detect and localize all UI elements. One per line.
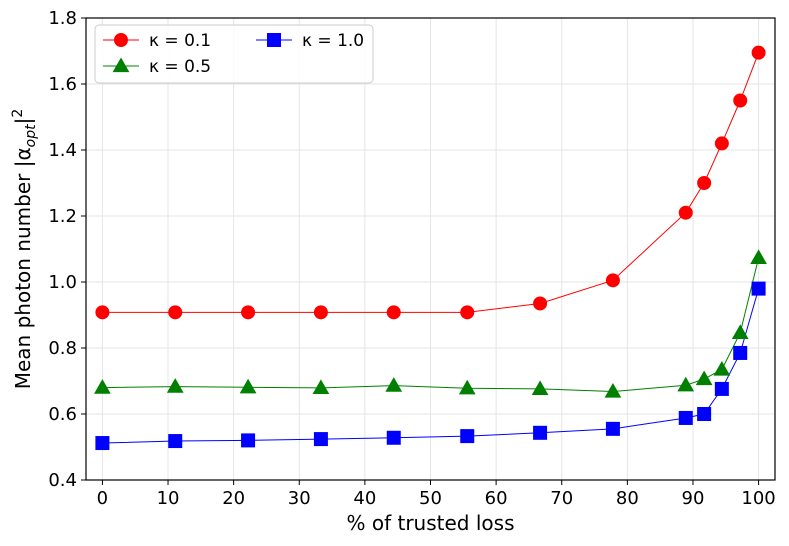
data-point-series-1 [695,370,713,386]
x-tick-label: 60 [485,488,508,509]
data-point-series-2 [678,410,693,425]
x-axis-ticks: 0 10 20 30 40 50 60 70 80 90 100 [97,480,776,509]
x-tick-label: 0 [97,488,108,509]
x-tick-label: 30 [288,488,311,509]
x-axis-label: % of trusted loss [347,511,515,535]
data-point-series-0 [95,305,110,320]
data-point-series-2 [313,432,328,447]
data-point-series-0 [460,305,475,320]
data-point-series-1 [312,379,330,395]
y-axis-label-superscript: 2 [10,109,26,118]
legend: κ = 0.1 κ = 0.5 κ = 1.0 [94,24,374,84]
data-point-series-2 [168,434,183,449]
y-axis-label-main: Mean photon number |α [11,147,35,389]
data-point-series-1 [166,378,184,393]
x-tick-label: 80 [616,488,639,509]
y-tick-label: 0.8 [48,338,77,359]
y-axis-label-tail: | [11,118,35,125]
y-axis-ticks: 0.4 0.6 0.8 1.0 1.2 1.4 1.6 1.8 [48,8,86,491]
x-tick-label: 90 [682,488,705,509]
data-point-series-0 [533,296,548,311]
data-point-series-1 [531,380,549,396]
data-point-series-1 [731,324,749,339]
data-point-series-2 [605,421,620,436]
data-point-series-0 [168,305,183,320]
data-point-series-0 [697,176,712,190]
legend-marker [112,57,130,73]
y-tick-label: 0.4 [48,470,77,491]
legend-label: κ = 0.1 [149,31,211,51]
data-point-series-2 [460,429,475,444]
series-markers [94,45,767,451]
y-tick-label: 1.8 [48,8,77,29]
data-point-series-0 [386,305,401,320]
legend-marker [114,33,128,47]
data-point-series-2 [386,430,401,445]
data-point-series-1 [604,383,622,398]
data-point-series-0 [733,93,748,108]
data-point-series-2 [241,433,256,448]
y-tick-label: 1.6 [48,74,77,95]
data-point-series-0 [714,136,729,151]
y-axis-label: Mean photon number |αopt|2 [10,109,39,390]
legend-label: κ = 1.0 [302,31,364,51]
x-tick-label: 100 [741,488,775,509]
legend-box [94,24,374,84]
x-tick-label: 40 [353,488,376,509]
x-tick-label: 20 [222,488,245,509]
data-point-series-0 [241,305,256,320]
y-tick-label: 1.2 [48,206,77,227]
data-point-series-2 [533,425,548,440]
y-tick-label: 1.0 [48,272,77,293]
data-point-series-0 [751,45,766,60]
x-tick-label: 10 [157,488,180,509]
data-point-series-1 [458,379,476,395]
data-point-series-2 [714,381,729,396]
data-point-series-2 [733,345,748,360]
y-tick-label: 0.6 [48,404,77,425]
data-point-series-2 [95,436,110,451]
gridlines [86,17,775,481]
data-point-series-0 [605,273,620,288]
data-point-series-0 [678,205,693,220]
data-point-series-1 [94,379,111,394]
legend-label: κ = 0.5 [149,57,211,77]
data-point-series-1 [677,376,695,392]
data-point-series-2 [697,407,712,421]
x-tick-label: 50 [419,488,442,509]
y-axis-label-subscript: opt [23,124,39,147]
y-tick-label: 1.4 [48,140,77,161]
data-point-series-1 [713,360,731,376]
data-point-series-1 [239,378,257,394]
data-point-series-2 [751,281,766,296]
data-point-series-1 [750,249,767,265]
data-point-series-0 [313,305,328,320]
x-tick-label: 70 [550,488,573,509]
legend-marker [267,33,281,47]
data-point-series-1 [385,377,403,392]
